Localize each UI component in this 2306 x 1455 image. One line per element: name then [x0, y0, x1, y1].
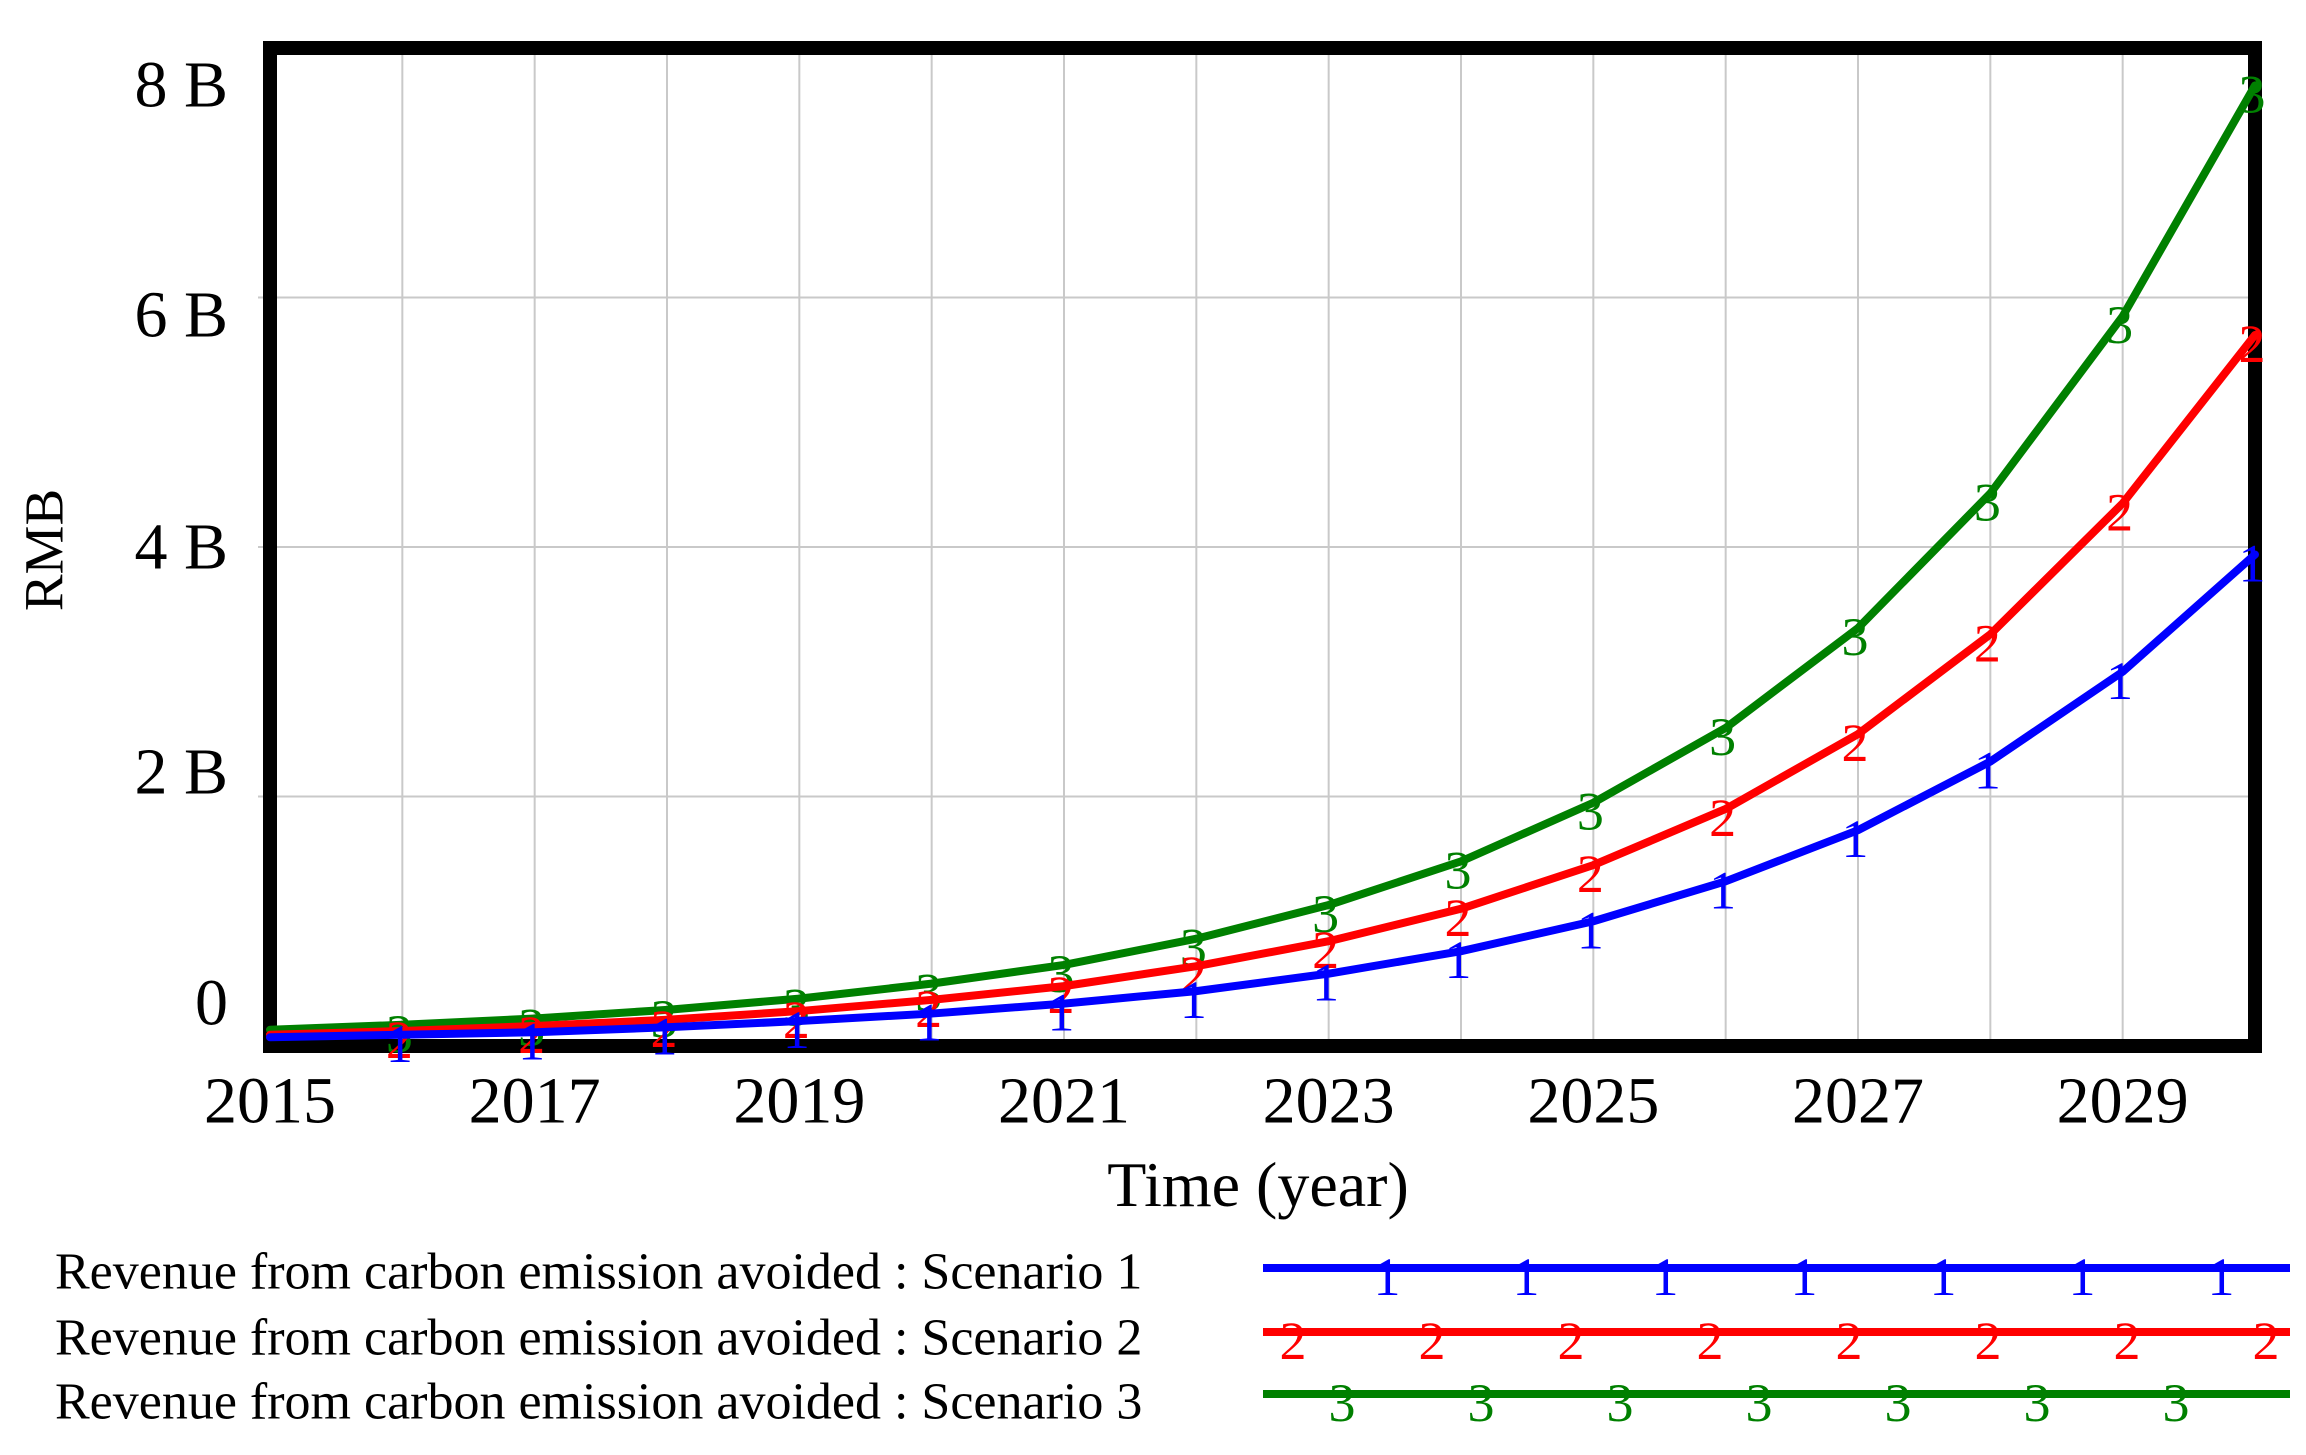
legend-marker-scenario-1: 1: [1791, 1247, 1818, 1307]
y-tick-label: 4 B: [134, 511, 228, 584]
legend-marker-scenario-2: 2: [1697, 1311, 1724, 1371]
series-marker-scenario-1: 1: [651, 1006, 678, 1066]
series-marker-scenario-3: 3: [1577, 782, 1604, 842]
legend-label-scenario-1: Revenue from carbon emission avoided : S…: [55, 1243, 1143, 1301]
legend-marker-scenario-2: 2: [1836, 1311, 1863, 1371]
legend-marker-scenario-2: 2: [1975, 1311, 2002, 1371]
series-marker-scenario-1: 1: [1312, 953, 1339, 1013]
legend-marker-scenario-1: 1: [2208, 1247, 2235, 1307]
series-marker-scenario-2: 2: [2106, 482, 2133, 542]
series-marker-scenario-2: 2: [2239, 314, 2266, 374]
legend-marker-scenario-3: 3: [1746, 1373, 1773, 1433]
legend-marker-scenario-1: 1: [1513, 1247, 1540, 1307]
legend-marker-scenario-2: 2: [1280, 1311, 1307, 1371]
series-marker-scenario-1: 1: [2106, 651, 2133, 711]
series-marker-scenario-1: 1: [1709, 860, 1736, 920]
series-marker-scenario-1: 1: [518, 1011, 545, 1071]
legend-marker-scenario-2: 2: [1558, 1311, 1585, 1371]
x-tick-label: 2015: [204, 1065, 336, 1138]
series-marker-scenario-3: 3: [1445, 840, 1472, 900]
series-marker-scenario-2: 2: [1048, 965, 1075, 1025]
legend-marker-scenario-1: 1: [1930, 1247, 1957, 1307]
legend-marker-scenario-1: 1: [1652, 1247, 1679, 1307]
legend-label-scenario-2: Revenue from carbon emission avoided : S…: [55, 1309, 1143, 1367]
series-line-scenario-1: [266, 550, 2259, 1042]
y-axis-title: RMB: [13, 488, 75, 612]
series-marker-scenario-1: 1: [1048, 983, 1075, 1043]
series-marker-scenario-2: 2: [1974, 613, 2001, 673]
legend-marker-scenario-2: 2: [2253, 1311, 2280, 1371]
legend-marker-scenario-3: 3: [2024, 1373, 2051, 1433]
series-marker-scenario-3: 3: [1312, 884, 1339, 944]
x-tick-label: 2021: [998, 1065, 1130, 1138]
series-marker-scenario-1: 1: [1842, 809, 1869, 869]
series-marker-scenario-3: 3: [1048, 944, 1075, 1004]
series-marker-scenario-1: 1: [2239, 533, 2266, 593]
plot-border: [263, 41, 2262, 1053]
series-marker-scenario-2: 2: [915, 979, 942, 1039]
x-tick-label: 2029: [2057, 1065, 2189, 1138]
legend-marker-scenario-1: 1: [2069, 1247, 2096, 1307]
series-marker-scenario-2: 2: [1842, 713, 1869, 773]
series-marker-scenario-1: 1: [386, 1014, 413, 1074]
x-tick-label: 2019: [733, 1065, 865, 1138]
x-axis-title: Time (year): [1107, 1149, 1409, 1220]
series-marker-scenario-1: 1: [915, 993, 942, 1053]
legend-marker-scenario-3: 3: [1607, 1373, 1634, 1433]
legend-marker-scenario-1: 1: [1374, 1247, 1401, 1307]
legend-marker-scenario-2: 2: [2114, 1311, 2141, 1371]
series-marker-scenario-2: 2: [1577, 844, 1604, 904]
series-line-scenario-3: [266, 81, 2259, 1034]
series-marker-scenario-3: 3: [1842, 607, 1869, 667]
series-marker-scenario-1: 1: [1445, 930, 1472, 990]
series-marker-scenario-2: 2: [386, 1010, 413, 1070]
y-tick-label: 8 B: [134, 49, 228, 122]
legend-marker-scenario-3: 3: [1329, 1373, 1356, 1433]
y-tick-label: 0: [195, 967, 228, 1040]
x-tick-label: 2017: [469, 1065, 601, 1138]
series-marker-scenario-3: 3: [2239, 64, 2266, 124]
series-marker-scenario-1: 1: [1974, 741, 2001, 801]
series-marker-scenario-3: 3: [1974, 472, 2001, 532]
y-tick-label: 6 B: [134, 279, 228, 352]
legend-marker-scenario-2: 2: [1419, 1311, 1446, 1371]
x-tick-label: 2023: [1263, 1065, 1395, 1138]
legend-label-scenario-3: Revenue from carbon emission avoided : S…: [55, 1373, 1143, 1431]
legend-marker-scenario-3: 3: [1468, 1373, 1495, 1433]
series-marker-scenario-2: 2: [1709, 788, 1736, 848]
series-marker-scenario-3: 3: [1709, 707, 1736, 767]
series-marker-scenario-2: 2: [1445, 888, 1472, 948]
x-tick-label: 2025: [1527, 1065, 1659, 1138]
series-marker-scenario-1: 1: [1180, 970, 1207, 1030]
series-marker-scenario-1: 1: [1577, 900, 1604, 960]
x-tick-label: 2027: [1792, 1065, 1924, 1138]
series-marker-scenario-3: 3: [2106, 295, 2133, 355]
legend-marker-scenario-3: 3: [1885, 1373, 1912, 1433]
series-line-scenario-2: [266, 330, 2259, 1039]
series-marker-scenario-1: 1: [783, 1000, 810, 1060]
legend-marker-scenario-3: 3: [2163, 1373, 2190, 1433]
y-tick-label: 2 B: [134, 736, 228, 809]
